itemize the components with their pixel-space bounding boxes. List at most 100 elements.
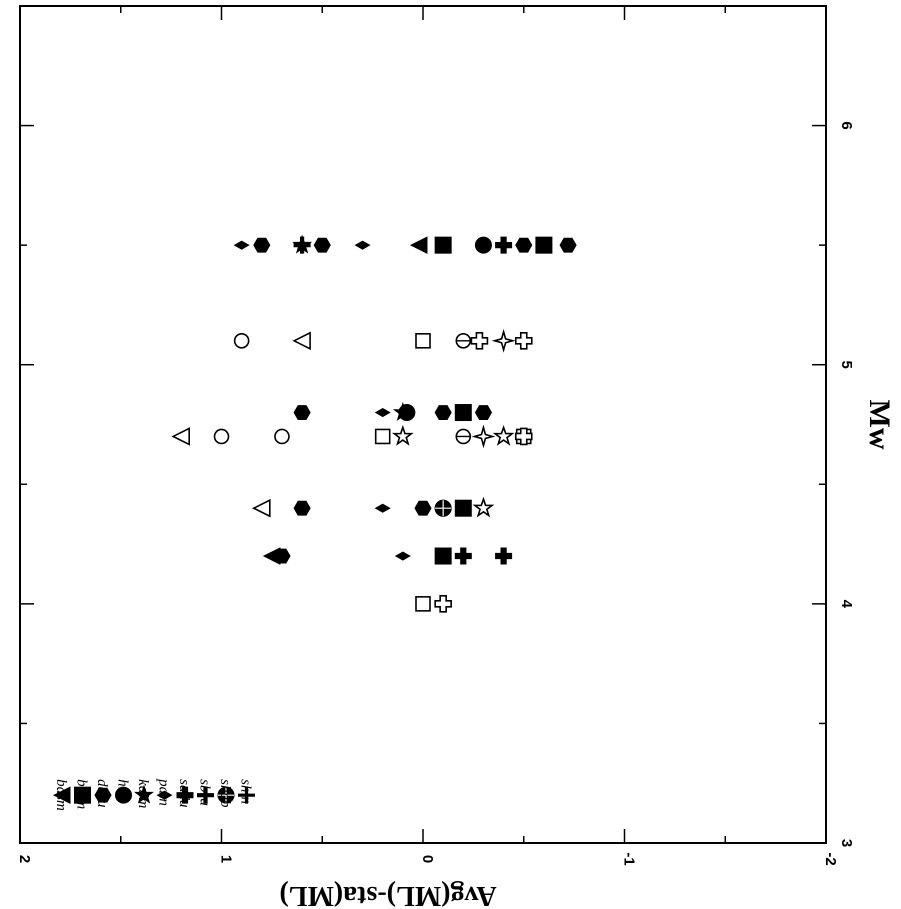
data-point: [414, 500, 432, 516]
legend-label: shin: [238, 779, 254, 804]
data-points: [171, 234, 577, 613]
marker-shape: [454, 499, 472, 517]
marker-shape: [156, 790, 173, 800]
data-point: [171, 427, 190, 446]
data-point: [293, 405, 311, 420]
marker-shape: [115, 786, 132, 804]
marker-shape: [293, 405, 311, 420]
legend-label: shab: [217, 779, 233, 808]
data-point: [455, 332, 472, 349]
data-point: [434, 236, 452, 254]
data-point: [252, 498, 271, 518]
marker-shape: [292, 331, 311, 351]
marker-shape: [233, 332, 250, 349]
marker-shape: [434, 405, 452, 420]
marker-shape: [472, 496, 495, 518]
marker-shape: [94, 787, 112, 803]
legend-label: patn: [156, 778, 172, 806]
data-point: [515, 237, 533, 253]
data-point: [374, 407, 391, 418]
marker-shape: [495, 547, 513, 565]
marker-cross: [435, 500, 452, 517]
data-point: [434, 499, 452, 517]
legend-marker: [74, 786, 91, 804]
data-point: [415, 596, 431, 612]
legend-marker: [156, 790, 173, 800]
marker-cross: [218, 787, 234, 804]
marker-shape: [392, 402, 413, 422]
marker-shape: [474, 236, 492, 254]
data-point: [535, 236, 553, 254]
marker-shape: [415, 596, 431, 612]
tick-labels: 3 4 5 6 2 1 0 -1 -2: [16, 121, 855, 865]
legend-marker: [115, 786, 132, 804]
legend-marker: [217, 786, 235, 804]
marker-shape: [253, 237, 271, 253]
marker-shape: [470, 332, 489, 350]
marker-shape: [471, 424, 496, 449]
marker-shape: [293, 236, 311, 254]
y-tick-label: -2: [822, 852, 839, 865]
data-point: [213, 428, 230, 445]
data-point: [434, 595, 452, 613]
marker-shape: [559, 237, 577, 253]
marker-shape: [535, 236, 553, 254]
legend-marker: [133, 784, 155, 804]
data-point: [434, 405, 452, 420]
data-point: [293, 500, 311, 516]
marker-shape: [391, 425, 414, 446]
legend-label: kalm: [135, 779, 151, 808]
marker-shape: [374, 503, 391, 513]
marker-shape: [213, 428, 230, 445]
data-point: [374, 428, 391, 445]
data-point: [454, 547, 472, 565]
x-axis-title: Mw: [863, 400, 896, 450]
data-point: [415, 332, 431, 349]
data-point: [391, 425, 414, 446]
data-point: [471, 424, 496, 449]
marker-shape: [514, 332, 533, 350]
legend-label: sadu: [176, 779, 192, 807]
plot-frame: [19, 5, 827, 844]
data-point: [274, 428, 290, 445]
marker-shape: [374, 407, 391, 418]
legend-label: basm: [53, 779, 69, 811]
data-point: [454, 404, 472, 422]
y-axis-title: Avg(ML)-sta(ML): [279, 880, 496, 909]
data-point: [495, 547, 513, 565]
axis-ticks: [19, 5, 827, 844]
marker-shape: [133, 784, 155, 804]
marker-shape: [492, 425, 515, 446]
data-point: [514, 332, 533, 350]
x-tick-label: 3: [838, 839, 855, 847]
marker-shape: [74, 786, 91, 804]
y-tick-label: 1: [218, 855, 235, 863]
legend-label: hlkt: [115, 779, 131, 802]
legend-marker: [238, 786, 255, 804]
legend-marker: [94, 787, 112, 803]
marker-shape: [238, 786, 255, 804]
marker-shape: [454, 547, 472, 565]
data-point: [454, 499, 472, 517]
data-point: [491, 328, 516, 353]
marker-shape: [171, 427, 190, 446]
data-point: [233, 332, 250, 349]
marker-shape: [515, 237, 533, 253]
marker-shape: [273, 548, 291, 564]
marker-shape: [514, 427, 533, 446]
data-point: [470, 332, 489, 350]
data-point: [455, 428, 472, 445]
data-point: [559, 237, 577, 253]
marker-shape: [474, 405, 493, 420]
legend-label: dasu: [94, 779, 110, 807]
legend: basm btgm dasu hlkt kalm patn sadu sbra shab shin: [52, 778, 255, 811]
data-point: [374, 503, 391, 513]
marker-shape: [293, 500, 311, 516]
data-point: [392, 402, 413, 422]
data-point: [313, 237, 331, 253]
marker-shape: [313, 237, 331, 253]
marker-shape: [274, 428, 290, 445]
marker-shape: [176, 786, 194, 804]
data-point: [354, 240, 371, 250]
marker-shape: [409, 236, 428, 254]
